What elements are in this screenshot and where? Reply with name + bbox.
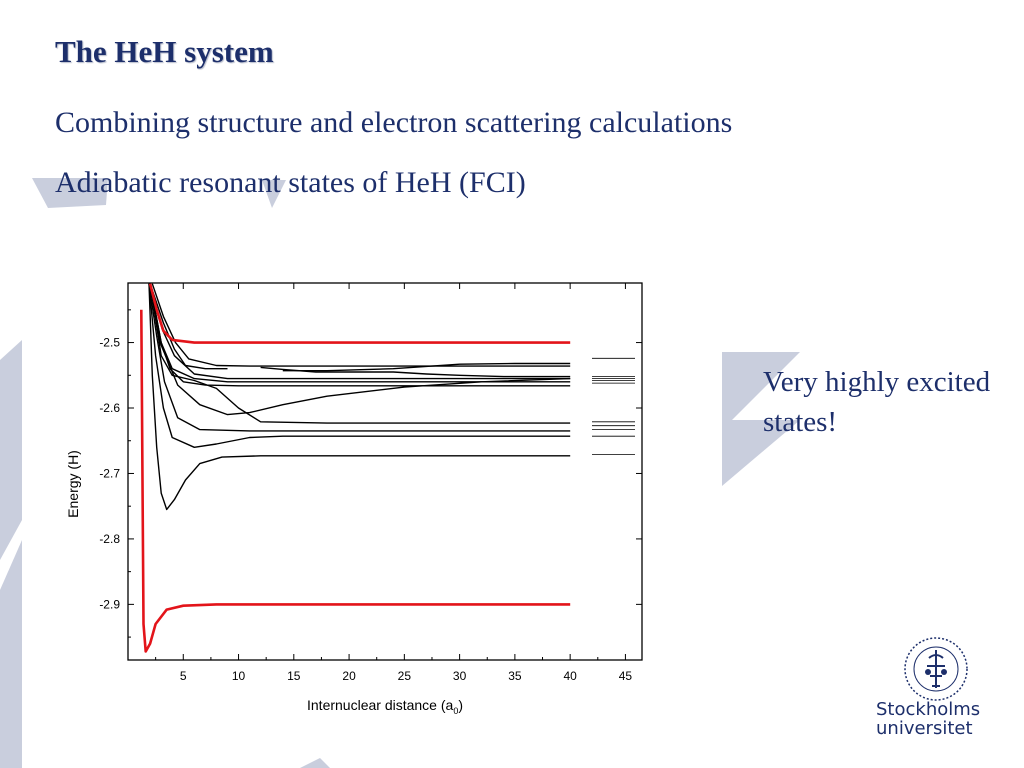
x-tick-label: 20 (342, 669, 356, 683)
x-tick-label: 45 (619, 669, 633, 683)
decor-left-band-1 (0, 340, 22, 560)
x-tick-label: 10 (232, 669, 246, 683)
x-tick-label: 35 (508, 669, 522, 683)
series-line-10 (149, 283, 228, 370)
series-line-6 (149, 283, 571, 424)
university-logo: Stockholms universitet (876, 636, 1000, 742)
y-tick-label: -2.9 (99, 597, 120, 611)
subtitle-line-1: Combining structure and electron scatter… (55, 106, 733, 139)
series-line-5 (149, 283, 571, 416)
x-tick-label: 30 (453, 669, 467, 683)
x-tick-label: 40 (563, 669, 577, 683)
y-tick-label: -2.8 (99, 532, 120, 546)
slide-title: The HeH system (55, 34, 274, 69)
decor-right-wedge-2 (722, 420, 800, 486)
y-tick-label: -2.6 (99, 401, 120, 415)
decor-chevron-top (32, 178, 108, 208)
university-name: Stockholms universitet (876, 700, 1006, 738)
subtitle-line-2: Adiabatic resonant states of HeH (FCI) (55, 166, 526, 199)
series-line-0 (140, 309, 571, 653)
series-line-3 (148, 283, 571, 448)
series-line-2 (148, 283, 571, 511)
x-axis-label-suffix: ) (458, 697, 463, 713)
y-tick-label: -2.5 (99, 336, 120, 350)
series-line-12 (151, 283, 571, 367)
decor-bottom-corner (300, 758, 330, 768)
x-tick-label: 25 (398, 669, 412, 683)
series-line-4 (148, 283, 571, 432)
x-axis-label: Internuclear distance (a0) (307, 697, 463, 716)
university-name-line-2: universitet (876, 718, 973, 739)
series-line-13 (282, 362, 571, 372)
plot-frame (127, 282, 643, 661)
decor-right-wedge-1 (722, 352, 800, 430)
x-tick-label: 5 (180, 669, 187, 683)
series-line-7 (149, 283, 571, 387)
series-line-1 (148, 283, 571, 344)
x-tick-label: 15 (287, 669, 301, 683)
university-seal-icon (904, 637, 968, 701)
decor-left-band-2 (0, 540, 22, 768)
series-line-11 (260, 366, 571, 378)
y-axis-label: Energy (H) (65, 450, 81, 518)
y-tick-label: -2.7 (99, 466, 120, 480)
x-axis-label-main: Internuclear distance (a (307, 697, 454, 713)
callout-text: Very highly excited states! (763, 366, 991, 438)
decor-chevron-top-right (262, 180, 286, 208)
university-name-line-1: Stockholms (876, 699, 981, 720)
x-axis-label-subscript: 0 (453, 706, 458, 716)
series-line-8 (149, 283, 571, 383)
